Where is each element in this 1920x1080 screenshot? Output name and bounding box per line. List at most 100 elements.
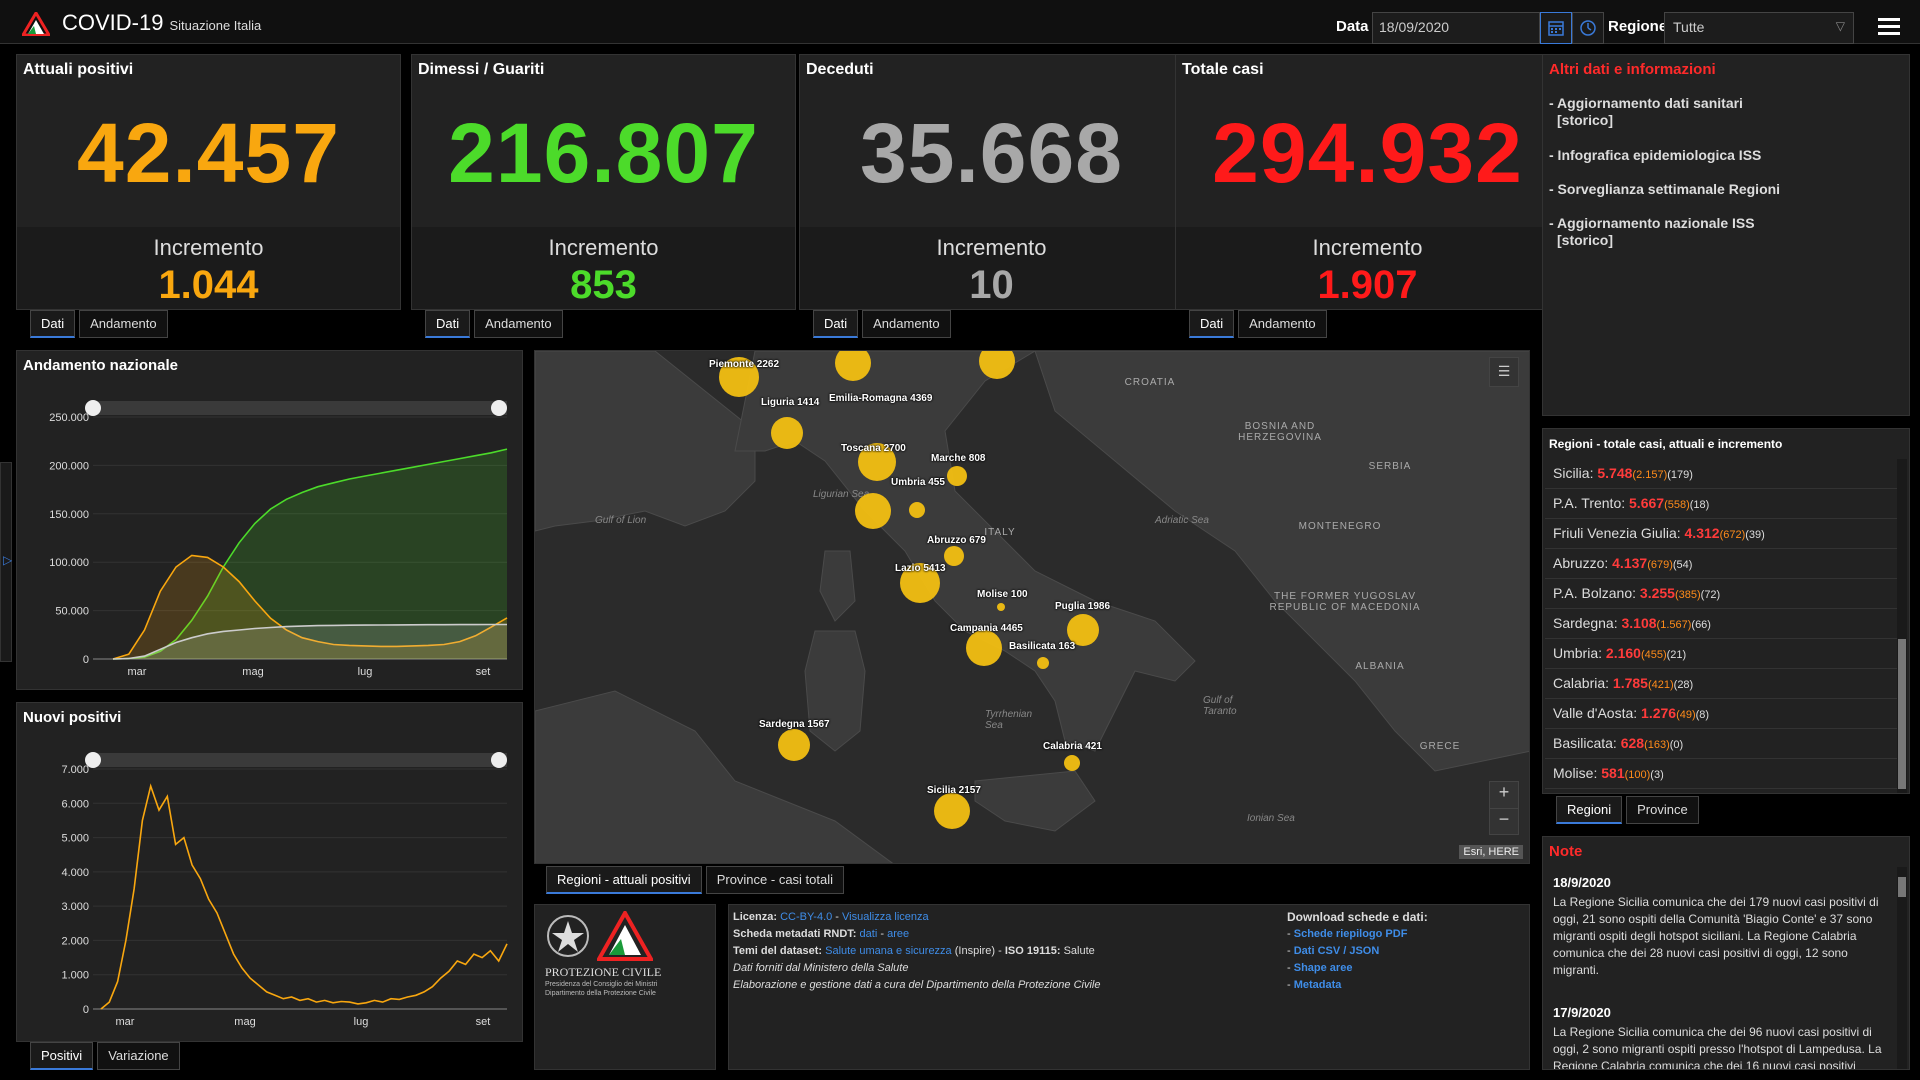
map-bubble[interactable]	[771, 417, 803, 449]
region-row[interactable]: Basilicata: 628(163)(0)	[1545, 729, 1897, 759]
new-cases-tabs: Positivi Variazione	[30, 1042, 180, 1070]
download-link[interactable]: Metadata	[1293, 979, 1342, 991]
side-panel-toggle[interactable]: ▷	[0, 462, 12, 662]
theme-line: Temi del dataset: Salute umana e sicurez…	[733, 943, 1293, 960]
map-tabs: Regioni - attuali positivi Province - ca…	[546, 866, 845, 894]
region-row[interactable]: P.A. Bolzano: 3.255(385)(72)	[1545, 579, 1897, 609]
region-row[interactable]: Friuli Venezia Giulia: 4.312(672)(39)	[1545, 519, 1897, 549]
region-row[interactable]: Calabria: 1.785(421)(28)	[1545, 669, 1897, 699]
map-bubble[interactable]	[944, 546, 964, 566]
map-bubble[interactable]	[719, 357, 759, 397]
map-bubble[interactable]	[1064, 755, 1080, 771]
map-bubble[interactable]	[966, 630, 1002, 666]
region-total: 1.276	[1641, 705, 1677, 721]
tab-province[interactable]: Province	[1626, 796, 1699, 824]
region-row[interactable]: Valle d'Aosta: 1.276(49)(8)	[1545, 699, 1897, 729]
map-bubble[interactable]	[858, 443, 896, 481]
range-slider-handle[interactable]	[85, 752, 101, 768]
tab-andamento[interactable]: Andamento	[1238, 310, 1327, 338]
stat-card-title: Deceduti	[806, 61, 874, 78]
download-link[interactable]: Schede riepilogo PDF	[1293, 928, 1408, 940]
download-link[interactable]: Dati CSV / JSON	[1293, 945, 1380, 957]
info-link-item[interactable]: - Aggiornamento nazionale ISS [storico]	[1549, 215, 1755, 249]
info-link-item[interactable]: - Aggiornamento dati sanitari [storico]	[1549, 95, 1743, 129]
tab-variazione[interactable]: Variazione	[97, 1042, 180, 1070]
legend-list-button[interactable]: ☰	[1489, 357, 1519, 387]
clock-icon	[1580, 20, 1596, 36]
tab-andamento[interactable]: Andamento	[79, 310, 168, 338]
info-link-text[interactable]: - Sorveglianza settimanale Regioni	[1549, 181, 1781, 197]
increment-label: Incremento	[936, 235, 1047, 260]
map-bubble-partial[interactable]	[979, 351, 1015, 379]
map-bubble[interactable]	[1037, 657, 1049, 669]
range-slider-handle[interactable]	[85, 400, 101, 416]
date-input[interactable]: 18/09/2020	[1372, 12, 1540, 44]
tab-province-casi[interactable]: Province - casi totali	[705, 866, 845, 894]
info-link-item[interactable]: - Sorveglianza settimanale Regioni	[1549, 181, 1780, 198]
license-label: Licenza:	[733, 911, 778, 923]
app-title: COVID-19 Situazione Italia	[62, 10, 261, 36]
download-link[interactable]: Shape aree	[1293, 962, 1353, 974]
tab-dati[interactable]: Dati	[30, 310, 76, 338]
tab-regioni[interactable]: Regioni	[1556, 796, 1623, 824]
info-link-text[interactable]: - Infografica epidemiologica ISS	[1549, 147, 1762, 163]
region-row[interactable]: Molise: 581(100)(3)	[1545, 759, 1897, 789]
range-slider-handle[interactable]	[491, 752, 507, 768]
map-bubble[interactable]	[855, 493, 891, 529]
region-row[interactable]: Abruzzo: 4.137(679)(54)	[1545, 549, 1897, 579]
map-bubble[interactable]	[947, 466, 967, 486]
map-bubble-partial[interactable]	[835, 351, 871, 381]
view-license-link[interactable]: Visualizza licenza	[842, 911, 929, 923]
range-slider-track[interactable]	[93, 401, 507, 415]
tab-andamento[interactable]: Andamento	[862, 310, 951, 338]
regions-scrollbar[interactable]	[1897, 459, 1907, 793]
list-icon: ☰	[1497, 363, 1511, 379]
map-bubble[interactable]	[997, 603, 1005, 611]
tab-dati[interactable]: Dati	[425, 310, 471, 338]
map-bubble[interactable]	[900, 563, 940, 603]
hamburger-menu-icon[interactable]	[1874, 14, 1904, 40]
calendar-button[interactable]	[1540, 12, 1572, 44]
region-increment: (3)	[1650, 769, 1664, 781]
range-slider-handle[interactable]	[491, 400, 507, 416]
map-bubble[interactable]	[909, 502, 925, 518]
info-link-text[interactable]: - Aggiornamento dati sanitari	[1549, 95, 1743, 111]
region-row[interactable]: P.A. Trento: 5.667(558)(18)	[1545, 489, 1897, 519]
region-row[interactable]: Sardegna: 3.108(1.567)(66)	[1545, 609, 1897, 639]
region-select[interactable]: Tutte ▽	[1664, 12, 1854, 44]
info-link-item[interactable]: - Infografica epidemiologica ISS	[1549, 147, 1761, 164]
theme-link[interactable]: Salute umana e sicurezza	[825, 945, 952, 957]
license-value-link[interactable]: CC-BY-4.0	[780, 911, 833, 923]
zoom-out-button[interactable]: −	[1490, 808, 1518, 834]
map-bubble[interactable]	[934, 793, 970, 829]
stat-card-tabs: Dati Andamento	[813, 310, 951, 338]
info-link-sub[interactable]: [storico]	[1557, 232, 1613, 248]
map-bubble[interactable]	[1067, 614, 1099, 646]
tab-positivi[interactable]: Positivi	[30, 1042, 94, 1070]
zoom-in-button[interactable]: +	[1498, 782, 1510, 802]
notes-scrollbar[interactable]	[1897, 867, 1907, 1069]
stat-card-value: 42.457	[77, 106, 340, 200]
tab-regioni-attuali[interactable]: Regioni - attuali positivi	[546, 866, 702, 894]
metadata-aree-link[interactable]: aree	[887, 928, 910, 940]
trend-chart: 0 50.000 100.000 150.000 200.000 250.000 mar ma…	[49, 400, 508, 678]
region-name: Friuli Venezia Giulia:	[1553, 525, 1681, 541]
tab-dati[interactable]: Dati	[1189, 310, 1235, 338]
map-sea-label: Tyrrhenian Sea	[985, 709, 1033, 731]
region-row[interactable]: Umbria: 2.160(455)(21)	[1545, 639, 1897, 669]
metadata-dati-link[interactable]: dati	[859, 928, 878, 940]
map-view[interactable]: CROATIA BOSNIA AND HERZEGOVINA SERBIA MONTE…	[534, 350, 1530, 864]
header-bar: COVID-19 Situazione Italia Data 18/09/202…	[0, 0, 1920, 44]
map-bubble[interactable]	[778, 729, 810, 761]
notes-scroll-thumb[interactable]	[1898, 877, 1906, 897]
regions-scroll-thumb[interactable]	[1898, 639, 1906, 789]
info-link-text[interactable]: - Aggiornamento nazionale ISS	[1549, 215, 1755, 231]
tab-andamento[interactable]: Andamento	[474, 310, 563, 338]
region-row[interactable]: Sicilia: 5.748(2.157)(179)	[1545, 459, 1897, 489]
x-tick-label: mar	[116, 1016, 135, 1028]
tab-dati[interactable]: Dati	[813, 310, 859, 338]
note-text: La Regione Sicilia comunica che dei 96 n…	[1553, 1025, 1882, 1070]
range-slider-track[interactable]	[93, 753, 507, 767]
clock-button[interactable]	[1572, 12, 1604, 44]
info-link-sub[interactable]: [storico]	[1557, 112, 1613, 128]
